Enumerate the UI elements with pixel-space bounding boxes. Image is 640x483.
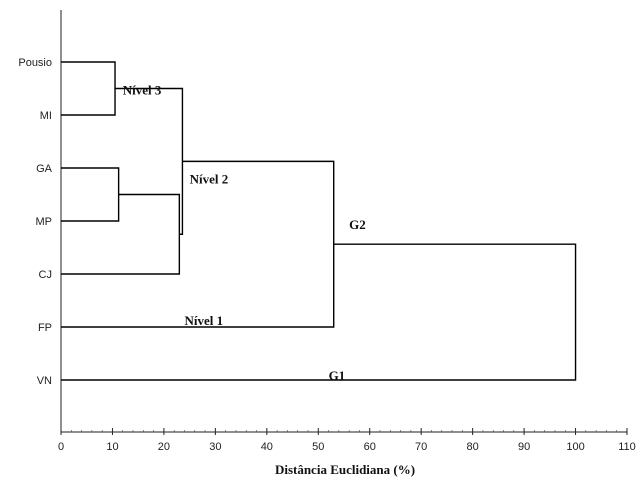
x-tick-label: 90 <box>518 441 530 453</box>
x-tick-label: 60 <box>364 441 376 453</box>
annotation-label: G1 <box>329 368 346 383</box>
dendrogram-branch <box>115 87 184 235</box>
leaf-label: MI <box>40 110 52 122</box>
x-tick-label: 100 <box>566 441 584 453</box>
x-axis: 0 10 20 30 40 50 60 70 80 90 100 110 <box>58 10 636 453</box>
leaf-label: MP <box>36 216 53 228</box>
leaf-label: Pousio <box>18 57 52 69</box>
x-tick-label: 40 <box>261 441 273 453</box>
x-axis-title: Distância Euclidiana (%) <box>275 462 415 477</box>
dendrogram-branches <box>61 61 577 381</box>
leaf-label: VN <box>37 375 52 387</box>
x-tick-label: 20 <box>158 441 170 453</box>
x-tick-label: 80 <box>467 441 479 453</box>
annotation-label: Nível 2 <box>190 171 229 186</box>
leaf-label: CJ <box>39 269 52 281</box>
dendrogram-branch <box>61 243 577 381</box>
annotation-label: Nível 3 <box>123 83 162 98</box>
annotation-label: G2 <box>349 217 366 232</box>
x-tick-label: 50 <box>312 441 324 453</box>
dendrogram-branch <box>61 61 116 116</box>
x-tick-label: 110 <box>618 441 636 453</box>
annotation-label: Nível 1 <box>184 313 223 328</box>
x-tick-label: 70 <box>415 441 427 453</box>
leaf-label: GA <box>36 163 53 175</box>
leaf-labels: Pousio MI GA MP CJ FP VN <box>18 57 52 387</box>
dendrogram-branch <box>61 193 181 275</box>
x-tick-label: 0 <box>58 441 64 453</box>
leaf-label: FP <box>38 322 52 334</box>
x-tick-label: 30 <box>209 441 221 453</box>
annotations: Nível 3 Nível 2 Nível 1 G2 G1 <box>123 83 366 384</box>
dendrogram-branch <box>61 167 120 222</box>
x-tick-label: 10 <box>106 441 118 453</box>
